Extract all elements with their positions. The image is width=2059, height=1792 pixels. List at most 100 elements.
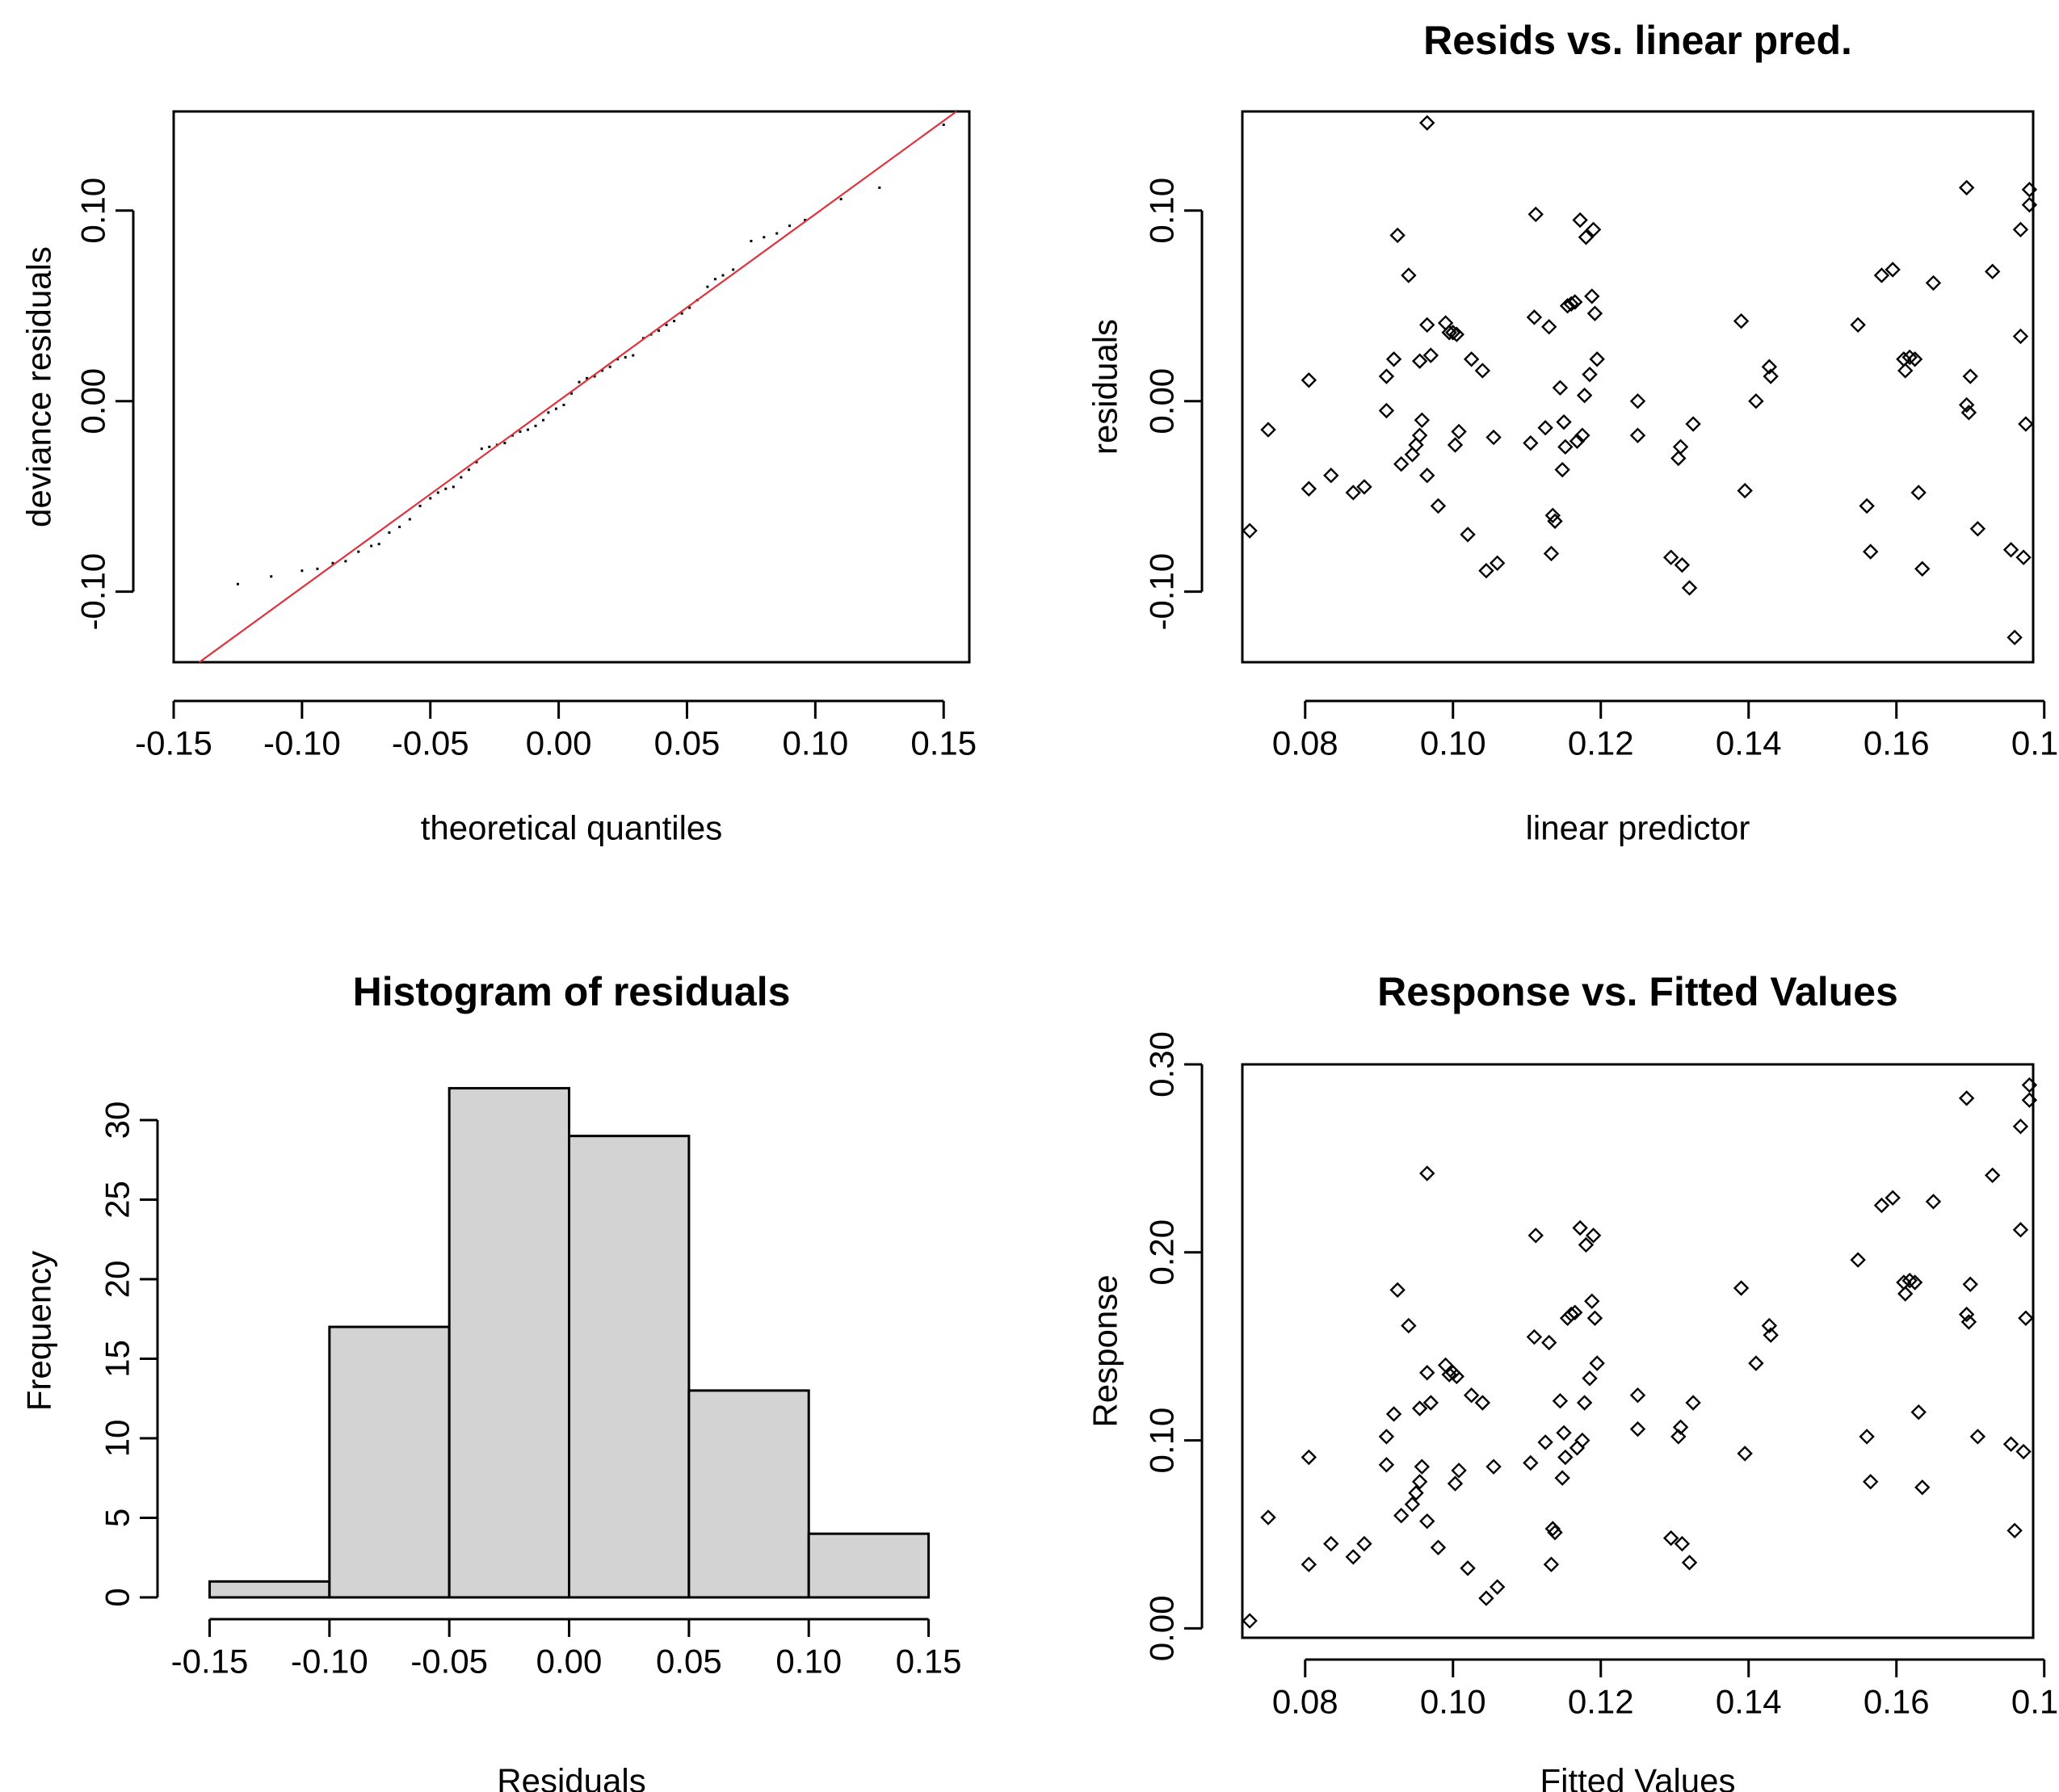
resid-point <box>1389 227 1406 244</box>
fitted-x-tick-label: 0.10 <box>1420 1683 1486 1721</box>
qq-point <box>316 567 319 570</box>
resid-point <box>1448 326 1465 342</box>
fitted-point <box>1737 1446 1753 1462</box>
resid-point <box>1451 423 1467 440</box>
hist-x-tick-label: 0.15 <box>896 1643 962 1681</box>
qq-point <box>467 468 470 472</box>
resid-point <box>1914 560 1931 577</box>
qq-point <box>570 392 573 395</box>
qq-point <box>377 543 380 546</box>
fitted-point <box>1585 1228 1602 1244</box>
fitted-point <box>1685 1395 1701 1411</box>
qq-point <box>480 447 483 451</box>
fitted-y-tick-label: 0.20 <box>1143 1219 1181 1286</box>
qq-x-tick-label: 0.15 <box>910 724 977 762</box>
resid-point <box>2012 221 2029 238</box>
resid-point <box>1629 393 1646 409</box>
qq-point <box>418 504 422 507</box>
resid-point <box>1463 351 1480 367</box>
qq-point <box>270 575 273 578</box>
resid-point <box>1430 497 1447 514</box>
fitted-point <box>1447 1475 1464 1492</box>
resid-point <box>2015 549 2032 565</box>
fitted-point <box>1897 1286 1914 1302</box>
qq-point <box>721 274 725 277</box>
qq-point <box>542 418 545 422</box>
resid-point <box>1662 549 1679 565</box>
histogram-bar <box>687 1389 810 1599</box>
fitted-point <box>1910 1404 1927 1421</box>
resid-point <box>1873 267 1890 283</box>
qq-point <box>942 124 945 127</box>
fitted-point <box>1552 1392 1569 1409</box>
qq-y-axis-label: deviance residuals <box>20 246 58 527</box>
qq-point <box>804 219 807 222</box>
fitted-x-tick-label: 0.12 <box>1568 1683 1634 1721</box>
fitted-point <box>1301 1449 1317 1466</box>
fitted-point <box>1544 1521 1561 1537</box>
hist-x-tick-label: -0.10 <box>291 1643 368 1681</box>
fitted-point <box>1523 1454 1539 1471</box>
hist-y-tick-label: 25 <box>99 1181 137 1219</box>
fitted-point <box>1489 1579 1506 1595</box>
resid-point <box>1859 497 1875 514</box>
fitted-point <box>1589 1355 1605 1371</box>
fitted-point <box>1672 1419 1689 1435</box>
fitted-point <box>1378 1429 1395 1445</box>
qq-point <box>344 560 347 563</box>
qq-point <box>300 569 304 573</box>
fitted-point <box>1925 1194 1942 1210</box>
resid-y-tick-label: -0.10 <box>1143 553 1181 631</box>
qq-y-tick-label: 0.10 <box>74 178 112 244</box>
fitted-point <box>1578 1236 1595 1253</box>
fitted-point <box>1448 1368 1465 1385</box>
fitted-y-axis-label: Response <box>1086 1274 1124 1427</box>
qq-point <box>460 476 463 479</box>
resid-point <box>1763 368 1779 384</box>
fitted-point <box>1574 1432 1590 1449</box>
resid-point <box>1411 427 1428 443</box>
resid-point <box>1681 580 1698 596</box>
histogram-bar <box>568 1135 691 1599</box>
fitted-point <box>1541 1334 1557 1351</box>
fitted-point <box>1474 1395 1491 1411</box>
fitted-x-tick-label: 0.08 <box>1272 1683 1338 1721</box>
resid-point <box>1411 353 1428 369</box>
fitted-x-tick-label: 0.16 <box>1864 1683 1930 1721</box>
qq-point <box>763 236 766 239</box>
qq-point <box>236 582 239 585</box>
fitted-point <box>1460 1560 1476 1576</box>
fitted-point <box>1748 1355 1764 1371</box>
fitted-point <box>2012 1222 2029 1238</box>
resid-point <box>1761 359 1778 375</box>
fitted-x-tick-label: 0.18 <box>2011 1683 2059 1721</box>
histogram-bar <box>208 1580 331 1599</box>
fitted-point <box>1662 1530 1679 1546</box>
resid-point <box>1527 206 1544 223</box>
qq-point <box>388 531 391 535</box>
resid-point <box>1589 351 1605 367</box>
qq-point <box>713 278 716 281</box>
fitted-point <box>2015 1443 2032 1460</box>
resid-x-tick-label: 0.16 <box>1864 724 1930 762</box>
fitted-point <box>1885 1190 1901 1206</box>
fitted-point <box>2018 1310 2034 1326</box>
qq-point <box>706 285 709 288</box>
qq-point <box>839 198 843 201</box>
resid-point <box>1404 447 1421 463</box>
fitted-point <box>1863 1474 1879 1490</box>
qq-x-axis-label: theoretical quantiles <box>421 809 723 847</box>
histogram-bar <box>807 1532 931 1599</box>
fitted-point <box>1485 1458 1502 1475</box>
fitted-point <box>1984 1167 2001 1184</box>
resid-point <box>1552 380 1569 396</box>
fitted-point <box>1463 1387 1480 1404</box>
resid-point <box>2002 542 2019 558</box>
hist-x-axis-label: Residuals <box>497 1762 645 1792</box>
qq-point <box>331 561 334 564</box>
fitted-point <box>1563 1306 1579 1323</box>
fitted-point <box>1404 1496 1421 1513</box>
resid-point <box>1958 179 1975 196</box>
resid-point <box>2021 182 2038 198</box>
qq-point <box>519 430 522 433</box>
